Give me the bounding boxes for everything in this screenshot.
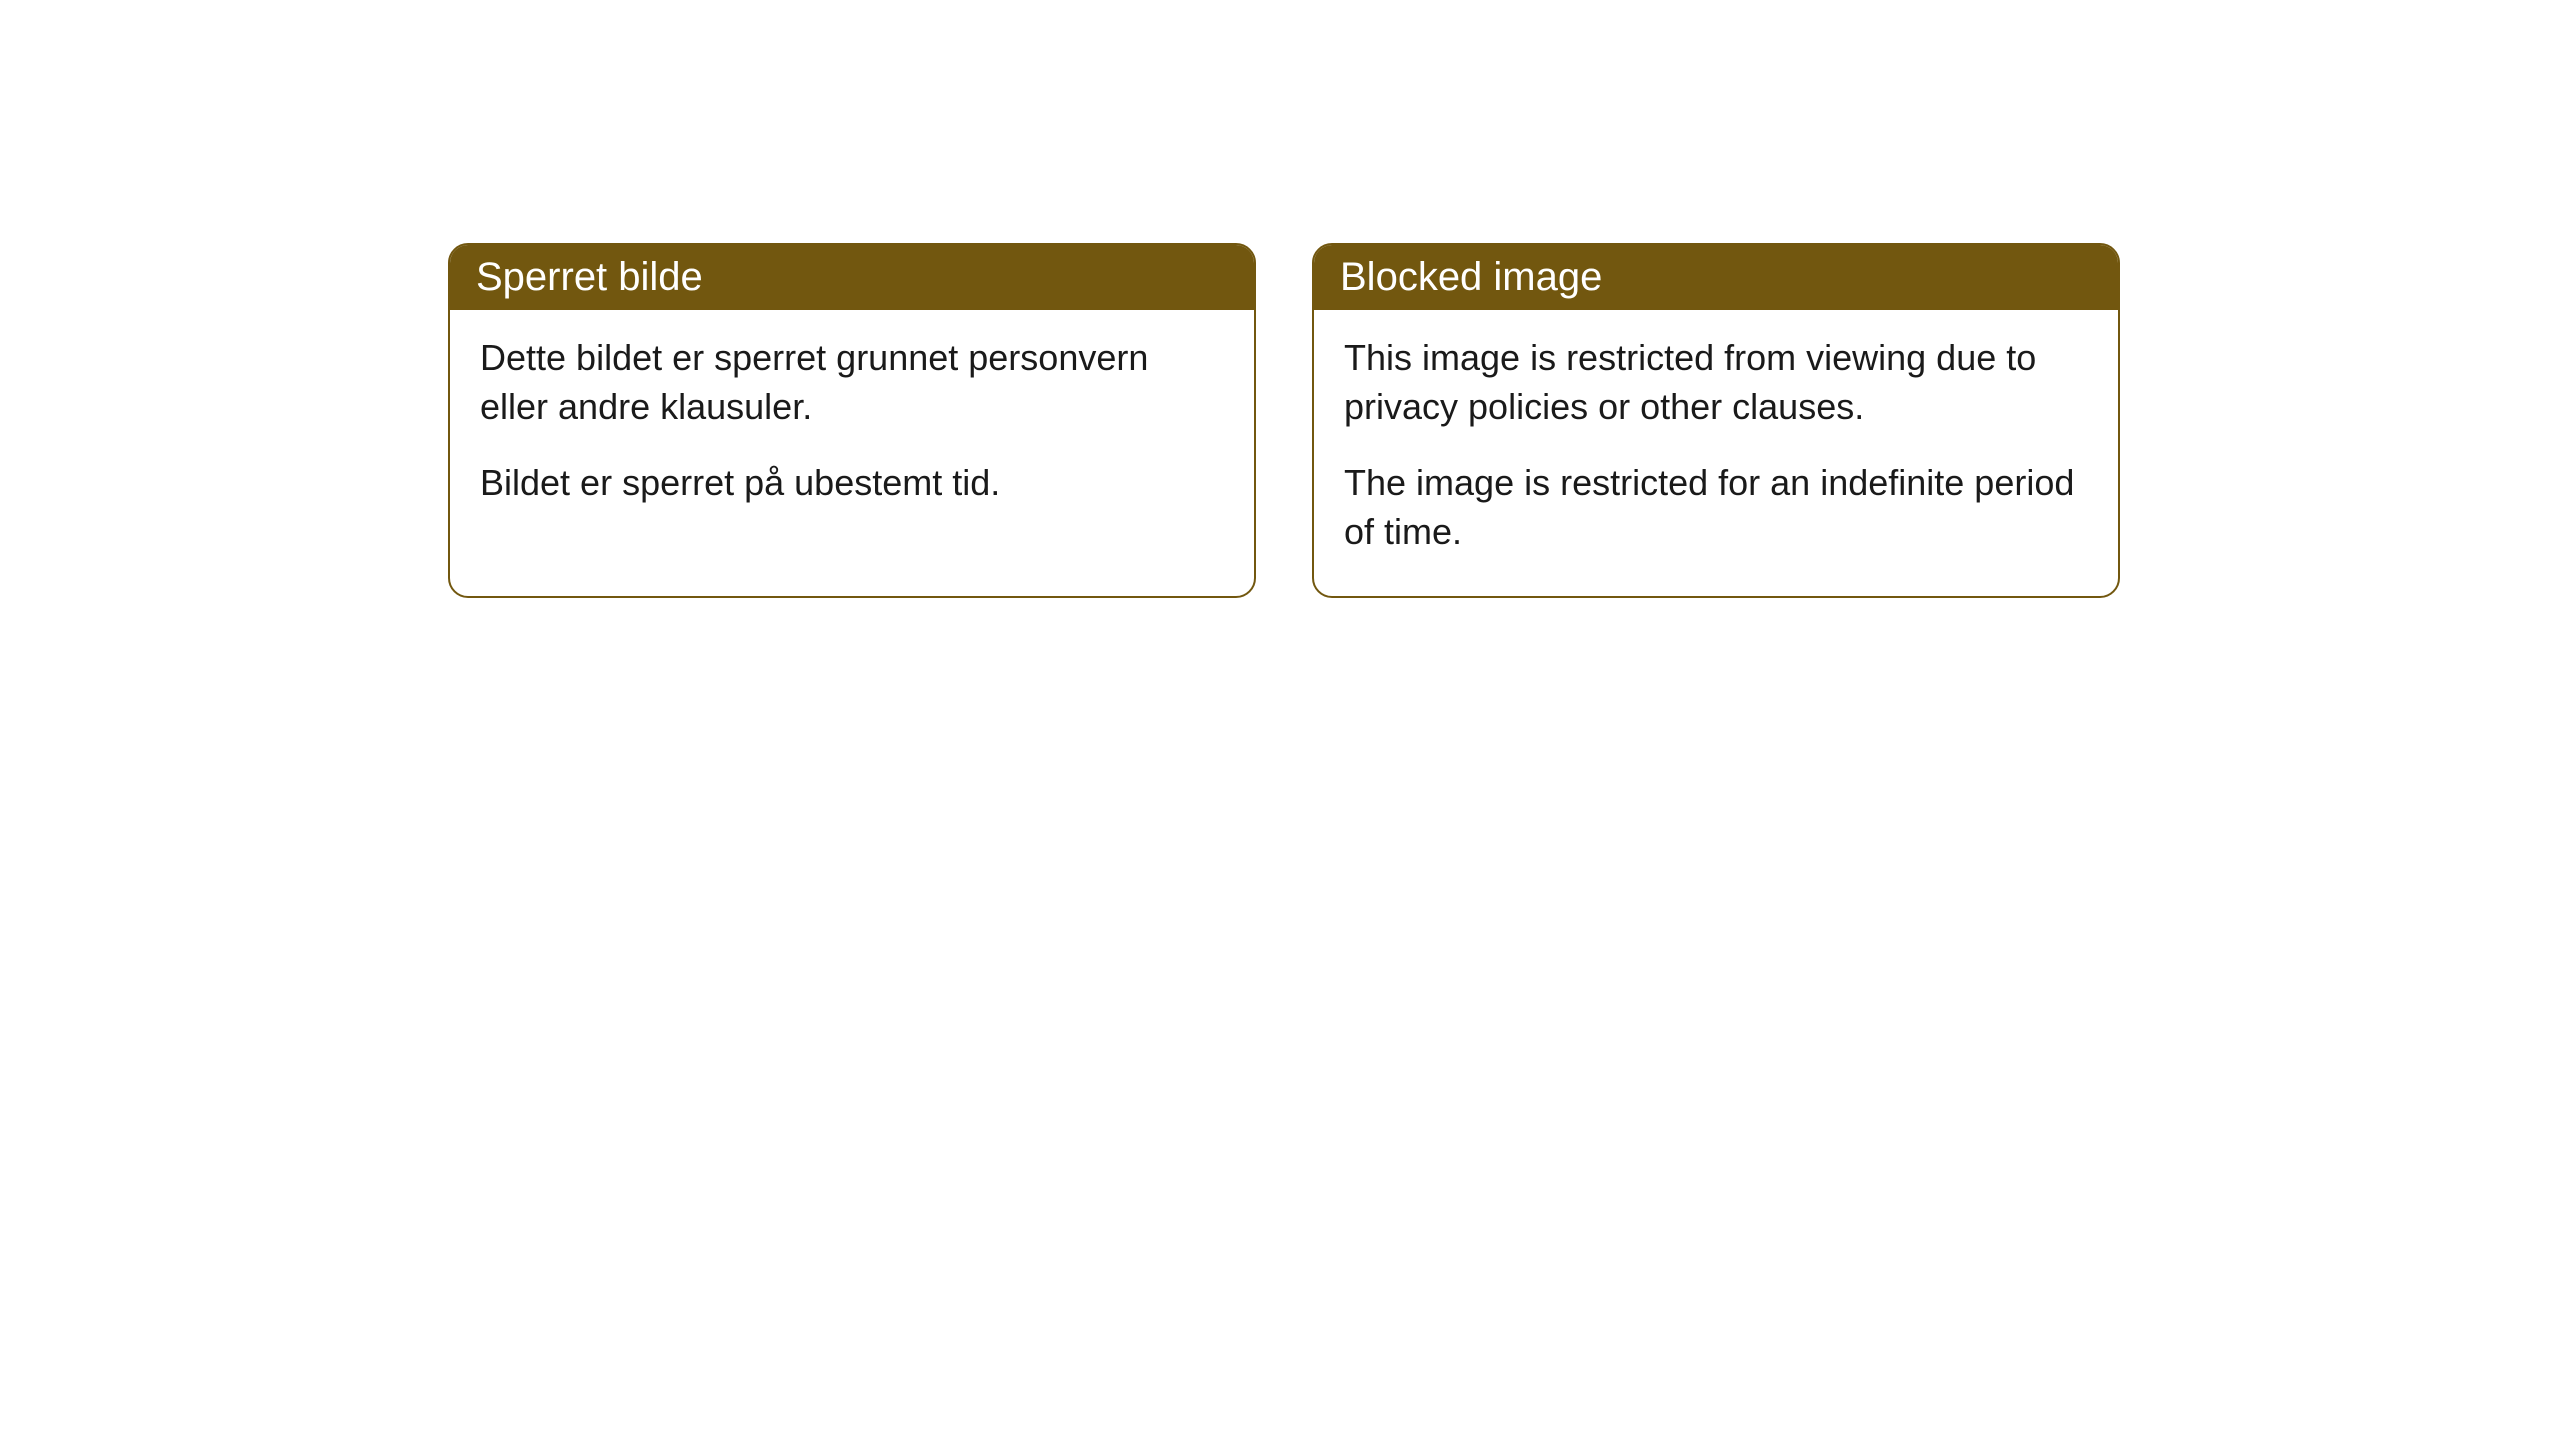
notice-card-english: Blocked image This image is restricted f… (1312, 243, 2120, 598)
card-paragraph-2-norwegian: Bildet er sperret på ubestemt tid. (480, 459, 1224, 508)
card-header-english: Blocked image (1314, 245, 2118, 310)
card-paragraph-1-english: This image is restricted from viewing du… (1344, 334, 2088, 431)
notice-card-norwegian: Sperret bilde Dette bildet er sperret gr… (448, 243, 1256, 598)
card-paragraph-2-english: The image is restricted for an indefinit… (1344, 459, 2088, 556)
card-body-norwegian: Dette bildet er sperret grunnet personve… (450, 310, 1254, 548)
card-body-english: This image is restricted from viewing du… (1314, 310, 2118, 596)
card-title-english: Blocked image (1340, 255, 1602, 299)
card-header-norwegian: Sperret bilde (450, 245, 1254, 310)
notice-container: Sperret bilde Dette bildet er sperret gr… (0, 0, 2560, 598)
card-paragraph-1-norwegian: Dette bildet er sperret grunnet personve… (480, 334, 1224, 431)
card-title-norwegian: Sperret bilde (476, 255, 703, 299)
